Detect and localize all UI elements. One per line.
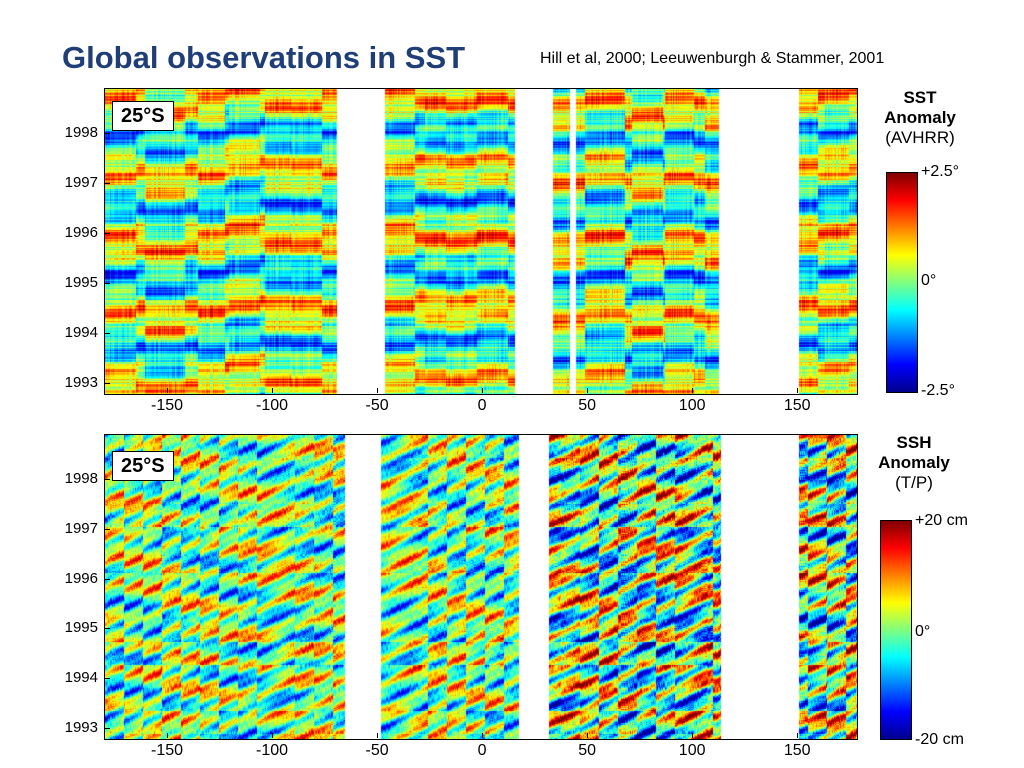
- sst-y-tick-label: 1993: [64, 374, 98, 391]
- sst-y-tick-label: 1997: [64, 174, 98, 191]
- ssh-colorbar-mid-label: 0°: [915, 623, 931, 640]
- ssh-y-tick-label: 1996: [64, 569, 98, 587]
- ssh-y-tick-label: 1998: [64, 469, 98, 487]
- ssh-y-tick-mark: [105, 528, 110, 530]
- sst-x-tick-label: 100: [678, 397, 706, 414]
- sst-y-tick-label: 1996: [64, 224, 98, 241]
- sst-x-tick-mark: [377, 388, 379, 393]
- ssh-y-tick-label: 1993: [64, 719, 98, 737]
- ssh-x-tick-label: -50: [365, 742, 389, 759]
- ssh-colorbar-title-line1: SSH: [896, 433, 932, 452]
- sst-colorbar-title-line2: Anomaly: [884, 108, 956, 127]
- ssh-x-tick-label: -150: [151, 742, 184, 759]
- sst-x-tick-label: -100: [256, 397, 289, 414]
- sst-heatmap-panel: [104, 88, 858, 395]
- sst-x-tick-label: -150: [151, 397, 184, 414]
- sst-y-tick-label: 1994: [64, 324, 98, 341]
- ssh-colorbar-min-label: -20 cm: [915, 731, 964, 748]
- sst-colorbar-title-line3: (AVHRR): [885, 128, 955, 147]
- ssh-colorbar-title-line2: Anomaly: [878, 453, 950, 472]
- sst-x-tick-mark: [692, 388, 694, 393]
- ssh-y-tick-label: 1994: [64, 669, 98, 687]
- ssh-x-tick-label: 0: [477, 742, 487, 759]
- sst-y-tick-mark: [105, 383, 110, 384]
- ssh-y-tick-mark: [105, 728, 110, 730]
- sst-x-tick-mark: [587, 388, 589, 393]
- ssh-colorbar: [880, 520, 912, 740]
- ssh-x-tick-mark: [587, 733, 589, 738]
- ssh-colorbar-title-line3: (T/P): [895, 473, 933, 492]
- sst-x-tick-label: 0: [477, 397, 487, 414]
- sst-y-tick-mark: [105, 283, 110, 284]
- sst-colorbar-min-label: -2.5°: [921, 382, 955, 399]
- ssh-x-tick-label: -100: [256, 742, 289, 759]
- sst-colorbar: [886, 172, 918, 393]
- sst-x-tick-mark: [482, 388, 484, 393]
- ssh-x-tick-mark: [482, 733, 484, 738]
- ssh-x-tick-mark: [377, 733, 379, 738]
- sst-y-tick-mark: [105, 133, 110, 134]
- sst-heatmap-image: [105, 89, 857, 394]
- ssh-x-tick-mark: [272, 733, 274, 738]
- sst-y-tick-label: 1998: [64, 124, 98, 141]
- sst-x-tick-label: 50: [578, 397, 597, 414]
- sst-colorbar-title-line1: SST: [903, 88, 937, 107]
- sst-colorbar-max-label: +2.5°: [921, 163, 959, 180]
- sst-x-tick-label: -50: [365, 397, 389, 414]
- ssh-x-tick-mark: [797, 733, 799, 738]
- sst-y-tick-mark: [105, 233, 110, 234]
- citation: Hill et al, 2000; Leeuwenburgh & Stammer…: [540, 50, 885, 67]
- ssh-x-tick-label: 50: [578, 742, 597, 759]
- sst-y-tick-mark: [105, 333, 110, 334]
- page-title: Global observations in SST: [62, 40, 466, 75]
- ssh-y-tick-mark: [105, 628, 110, 630]
- sst-y-tick-label: 1995: [64, 274, 98, 291]
- ssh-x-tick-mark: [692, 733, 694, 738]
- sst-x-tick-mark: [167, 388, 169, 393]
- ssh-colorbar-title: SSH Anomaly (T/P): [854, 433, 974, 493]
- ssh-y-tick-mark: [105, 578, 110, 580]
- ssh-heatmap-image: [105, 435, 857, 739]
- sst-latitude-label: 25°S: [112, 101, 174, 131]
- sst-x-tick-label: 150: [783, 397, 811, 414]
- sst-colorbar-mid-label: 0°: [921, 272, 937, 289]
- ssh-heatmap-panel: [104, 434, 858, 740]
- ssh-latitude-label: 25°S: [112, 451, 174, 481]
- sst-x-tick-mark: [272, 388, 274, 393]
- sst-x-tick-mark: [797, 388, 799, 393]
- sst-y-tick-mark: [105, 183, 110, 184]
- ssh-y-tick-label: 1997: [64, 519, 98, 537]
- ssh-colorbar-max-label: +20 cm: [915, 512, 968, 529]
- ssh-y-tick-label: 1995: [64, 619, 98, 637]
- ssh-y-tick-mark: [105, 678, 110, 680]
- ssh-x-tick-mark: [167, 733, 169, 738]
- ssh-y-tick-mark: [105, 478, 110, 480]
- sst-colorbar-title: SST Anomaly (AVHRR): [860, 88, 980, 148]
- ssh-x-tick-label: 100: [678, 742, 706, 759]
- ssh-x-tick-label: 150: [783, 742, 811, 759]
